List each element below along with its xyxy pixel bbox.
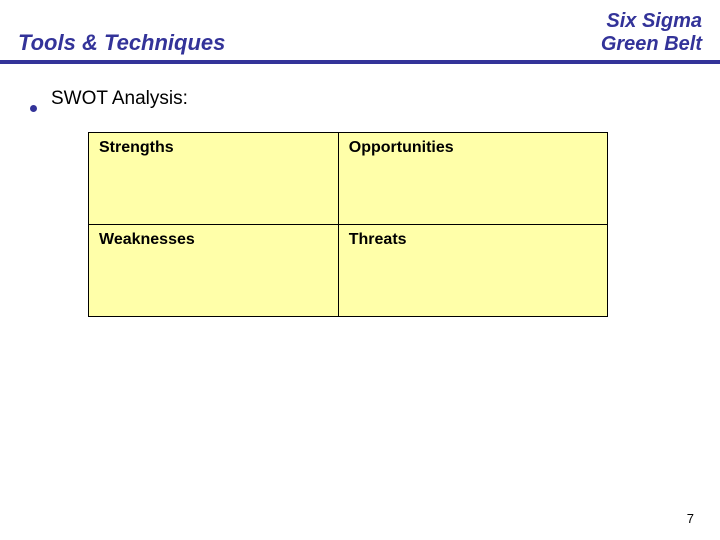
bullet-text: SWOT Analysis:: [51, 88, 188, 110]
swot-cell-strengths: Strengths: [89, 133, 339, 225]
program-title-line2: Green Belt: [601, 33, 702, 56]
swot-cell-weaknesses: Weaknesses: [89, 225, 339, 317]
slide-header: Tools & Techniques Six Sigma Green Belt: [0, 0, 720, 60]
bullet-item: SWOT Analysis:: [30, 88, 690, 110]
table-row: Weaknesses Threats: [89, 225, 608, 317]
bullet-icon: [30, 105, 37, 112]
swot-cell-threats: Threats: [338, 225, 607, 317]
table-row: Strengths Opportunities: [89, 133, 608, 225]
program-title-line1: Six Sigma: [601, 10, 702, 33]
swot-table-container: Strengths Opportunities Weaknesses Threa…: [88, 132, 690, 317]
slide-body: SWOT Analysis: Strengths Opportunities W…: [0, 64, 720, 317]
slide-title: Tools & Techniques: [18, 30, 225, 56]
swot-cell-opportunities: Opportunities: [338, 133, 607, 225]
page-number: 7: [687, 511, 694, 526]
program-title: Six Sigma Green Belt: [601, 10, 702, 56]
swot-table: Strengths Opportunities Weaknesses Threa…: [88, 132, 608, 317]
